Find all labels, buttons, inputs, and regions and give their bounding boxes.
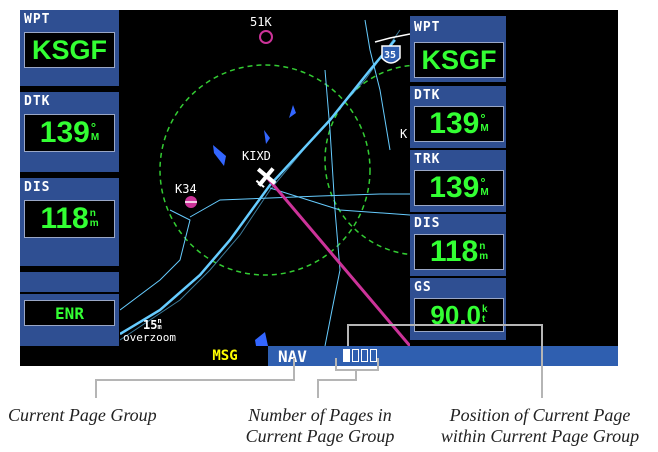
left-dis-unit-top: n bbox=[89, 208, 96, 219]
page-indicator-current bbox=[343, 349, 350, 362]
zoom-unit-top: n bbox=[157, 317, 162, 325]
right-gs-label: GS bbox=[414, 280, 432, 295]
gps-screen: 51K KIXD K34 K 35 15 n m overzoom WPT KSGF… bbox=[20, 10, 618, 366]
left-dtk-value-box: 139 ° M bbox=[24, 114, 115, 152]
callout-bracket-pages bbox=[335, 358, 379, 371]
left-dis-value-box: 118 n m bbox=[24, 200, 115, 238]
right-gs-unit-top: k bbox=[482, 304, 488, 315]
mode-annunciator: ENR bbox=[24, 300, 115, 326]
highway-road bbox=[120, 39, 396, 336]
right-trk-value-box: 139 ° M bbox=[414, 170, 504, 206]
range-ring bbox=[159, 64, 371, 276]
right-trk-label: TRK bbox=[414, 152, 441, 167]
left-dtk-value: 139 bbox=[39, 116, 90, 149]
right-gs-value: 90.0 bbox=[430, 300, 482, 330]
road-west bbox=[120, 209, 191, 311]
caption-current-page-group: Current Page Group bbox=[8, 405, 157, 425]
page-indicator bbox=[370, 349, 377, 362]
airport-51k-icon bbox=[259, 30, 273, 44]
left-dtk-label: DTK bbox=[24, 94, 51, 109]
interstate-shield-icon bbox=[381, 45, 401, 64]
caption-position: Position of Current Page within Current … bbox=[424, 405, 656, 447]
left-dtk-unit-bottom: M bbox=[90, 132, 100, 143]
road-east bbox=[269, 187, 410, 216]
left-dis-label: DIS bbox=[24, 180, 51, 195]
page-indicator bbox=[361, 349, 368, 362]
caption-number-of-pages-line2: Current Page Group bbox=[245, 426, 395, 446]
right-gs-value-box: 90.0 k t bbox=[414, 298, 504, 332]
right-trk-unit-bottom: M bbox=[480, 187, 489, 198]
airport-label-k34: K34 bbox=[175, 182, 197, 196]
right-dis-value: 118 bbox=[429, 235, 479, 268]
left-dtk-unit-top: ° bbox=[90, 120, 97, 135]
callout-position bbox=[347, 324, 543, 398]
right-gs-unit-bottom: t bbox=[482, 314, 486, 325]
right-dis-value-box: 118 n m bbox=[414, 234, 504, 270]
range-ring-2 bbox=[324, 64, 410, 256]
lake bbox=[289, 105, 296, 118]
lake-2 bbox=[213, 145, 226, 166]
right-dis-label: DIS bbox=[414, 216, 441, 231]
aircraft-icon bbox=[255, 167, 277, 188]
callout-number-of-pages bbox=[317, 370, 357, 398]
overzoom-label: overzoom bbox=[123, 331, 176, 344]
lake-3 bbox=[264, 130, 270, 144]
right-dtk-value-box: 139 ° M bbox=[414, 106, 504, 142]
caption-position-line1: Position of Current Page bbox=[449, 405, 631, 425]
lake-4 bbox=[255, 332, 268, 346]
right-dtk-unit-bottom: M bbox=[480, 123, 489, 134]
moving-map[interactable] bbox=[120, 10, 410, 346]
msg-annunciator[interactable]: MSG bbox=[212, 348, 238, 364]
caption-position-line2: within Current Page Group bbox=[440, 426, 640, 446]
callout-page-group bbox=[95, 358, 295, 398]
highway-marker-line bbox=[374, 33, 410, 43]
airport-label-kixd: KIXD bbox=[242, 149, 271, 163]
course-line bbox=[263, 174, 410, 346]
left-wpt-value: KSGF bbox=[24, 32, 115, 68]
road-northeast bbox=[364, 19, 391, 151]
road-north-south bbox=[324, 69, 341, 346]
airport-label-51k: 51K bbox=[250, 15, 272, 29]
right-trk-unit-top: ° bbox=[480, 175, 486, 190]
airport-label-partial: K bbox=[400, 127, 408, 141]
interstate-shield-number: 35 bbox=[384, 50, 397, 61]
zoom-unit-bottom: m bbox=[157, 323, 162, 331]
caption-number-of-pages-line1: Number of Pages in bbox=[248, 405, 392, 425]
left-wpt-label: WPT bbox=[24, 12, 51, 27]
right-dis-unit-bottom: m bbox=[479, 251, 489, 262]
page-group-name: NAV bbox=[278, 347, 307, 366]
road-east-west bbox=[189, 193, 410, 218]
left-field-blank bbox=[20, 272, 119, 292]
right-wpt-label: WPT bbox=[414, 20, 441, 35]
highway-road-2 bbox=[120, 29, 401, 341]
left-dis-unit-bottom: m bbox=[89, 218, 99, 229]
zoom-value: 15 bbox=[143, 318, 158, 332]
caption-number-of-pages: Number of Pages in Current Page Group bbox=[225, 405, 415, 447]
left-dis-value: 118 bbox=[40, 202, 89, 235]
right-dtk-label: DTK bbox=[414, 88, 441, 103]
page-indicator bbox=[352, 349, 359, 362]
right-wpt-value: KSGF bbox=[414, 42, 504, 78]
right-dtk-unit-top: ° bbox=[480, 111, 486, 126]
right-dtk-value: 139 bbox=[429, 107, 480, 140]
right-trk-value: 139 bbox=[429, 171, 480, 204]
right-dis-unit-top: n bbox=[479, 241, 486, 252]
